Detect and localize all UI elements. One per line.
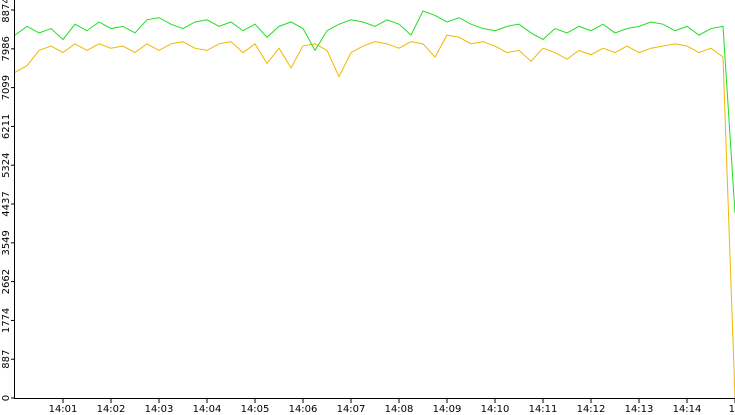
y-tick-label: 887 <box>1 350 12 369</box>
y-tick-label: 0 <box>1 395 12 401</box>
x-tick-label: 14:04 <box>193 404 222 415</box>
y-tick-label: 2662 <box>1 269 12 294</box>
series-line <box>14 10 735 214</box>
x-tick-label: 14:13 <box>625 404 654 415</box>
y-tick-label: 5324 <box>1 152 12 177</box>
series-line <box>14 34 735 399</box>
x-tick-label: 14 <box>729 404 735 415</box>
x-tick-label: 14:11 <box>529 404 558 415</box>
x-tick-label: 14:10 <box>481 404 510 415</box>
x-tick-label: 14:14 <box>673 404 702 415</box>
x-tick-label: 14:09 <box>433 404 462 415</box>
y-tick-label: 3549 <box>1 230 12 255</box>
x-tick-label: 14:05 <box>241 404 270 415</box>
x-tick-label: 14:07 <box>337 404 366 415</box>
x-tick-label: 14:01 <box>49 404 78 415</box>
x-tick-label: 14:03 <box>145 404 174 415</box>
y-tick-label: 1774 <box>1 308 12 333</box>
x-tick-label: 14:02 <box>97 404 126 415</box>
y-tick-label: 8874 <box>1 0 12 23</box>
y-tick-label: 6211 <box>1 114 12 139</box>
x-tick-label: 14:12 <box>577 404 606 415</box>
y-tick-label: 7099 <box>1 75 12 100</box>
x-tick-label: 14:08 <box>385 404 414 415</box>
y-tick-label: 4437 <box>1 191 12 216</box>
y-tick-label: 7986 <box>1 36 12 61</box>
x-tick-label: 14:06 <box>289 404 318 415</box>
